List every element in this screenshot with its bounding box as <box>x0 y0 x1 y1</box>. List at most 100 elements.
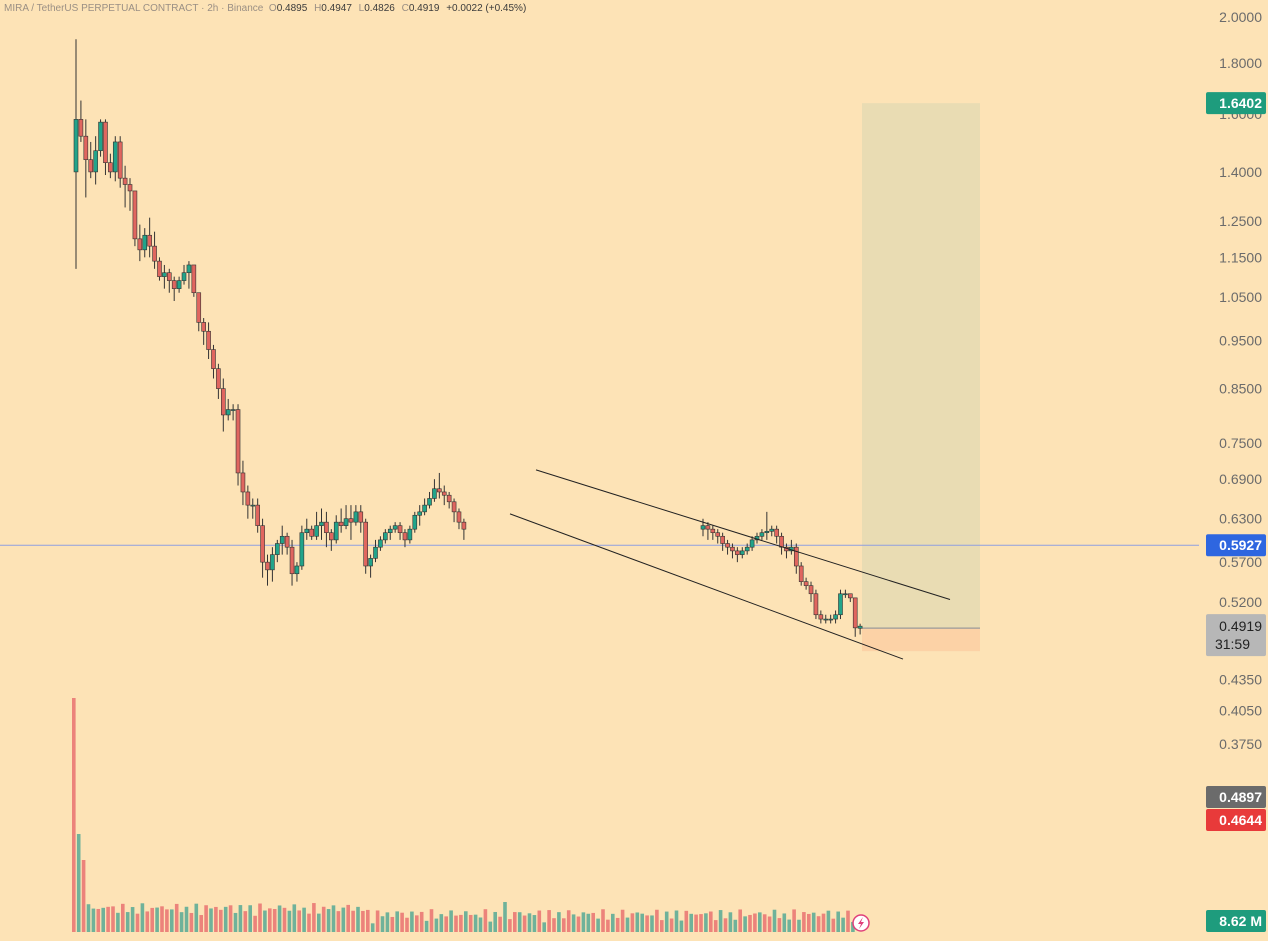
volume-bar <box>317 913 321 932</box>
candle <box>240 460 246 506</box>
candle-body <box>808 585 814 595</box>
candle <box>397 522 403 540</box>
volume-bar <box>513 912 517 932</box>
candle <box>353 505 359 526</box>
candle <box>764 511 770 540</box>
candle-body <box>725 543 730 548</box>
volume-bar <box>841 917 845 932</box>
trend-channel-layer[interactable] <box>509 469 951 660</box>
candle <box>422 498 427 516</box>
candle-body <box>852 597 858 629</box>
volume-bar <box>439 914 444 932</box>
current-price-tag: 0.4919 <box>1219 618 1262 634</box>
candle <box>250 498 256 519</box>
candle <box>206 322 211 359</box>
candle-body <box>88 159 94 173</box>
y-tick-label: 1.1500 <box>1219 249 1262 265</box>
candle <box>441 485 447 506</box>
volume-bar <box>194 903 199 932</box>
candle-body <box>329 532 334 541</box>
candle <box>378 536 383 551</box>
candle-body <box>186 264 192 274</box>
y-tick-label: 0.5700 <box>1219 554 1262 570</box>
candle-body <box>735 550 740 555</box>
volume-bar <box>449 910 453 932</box>
candle <box>358 505 364 533</box>
candle-body <box>98 121 103 152</box>
volume-bar <box>674 910 679 932</box>
candle-body <box>299 532 305 567</box>
volume-bar <box>454 915 458 932</box>
candle <box>162 264 167 289</box>
volume-bar <box>620 909 625 932</box>
volume-bar <box>72 698 76 932</box>
lightning-icon-bolt <box>858 917 864 929</box>
candle <box>88 141 94 179</box>
symbol-title[interactable]: MIRA / TetherUS PERPETUAL CONTRACT · 2h … <box>4 3 264 14</box>
candle-body <box>378 539 383 548</box>
volume-bar <box>601 909 605 932</box>
volume-bar <box>728 912 733 932</box>
candle-body <box>83 135 89 160</box>
volume-bar <box>576 916 581 932</box>
candle <box>260 518 265 578</box>
candle-body <box>108 162 113 173</box>
low-value: 0.4826 <box>364 3 395 14</box>
volume-bar <box>111 906 115 932</box>
candle-body <box>137 238 143 251</box>
candle <box>304 518 310 540</box>
candle-body <box>838 593 843 616</box>
volume-bar <box>836 911 840 932</box>
candle-body <box>309 528 314 537</box>
volume-bar <box>243 911 248 932</box>
candle-body <box>265 561 270 571</box>
candle <box>793 543 799 574</box>
candle <box>78 100 84 142</box>
candle <box>739 547 745 559</box>
volume-bar <box>125 912 130 932</box>
volume-bar <box>459 914 463 932</box>
candle <box>838 589 843 620</box>
target-zone <box>862 103 980 629</box>
entry-price-tag-bg <box>1206 786 1266 808</box>
candle <box>730 543 735 559</box>
candle <box>275 539 280 563</box>
volume-bar <box>121 903 125 932</box>
channel-upper-line <box>535 469 951 601</box>
candle-body <box>818 614 824 620</box>
volume-bar <box>566 910 571 932</box>
volume-bar <box>356 906 360 932</box>
candle-body <box>294 565 300 575</box>
candle-body <box>793 546 799 567</box>
candle <box>446 491 452 509</box>
candle-body <box>456 511 462 523</box>
change-value: +0.0022 (+0.45%) <box>446 3 527 14</box>
volume-bar <box>297 910 301 932</box>
volume-bar <box>596 918 600 932</box>
volume-bar <box>655 909 659 932</box>
candle <box>333 515 339 544</box>
candle-body <box>715 532 721 537</box>
candle-body <box>402 532 408 541</box>
candle-body <box>823 618 829 621</box>
volume-bar <box>336 911 341 932</box>
volume-bar <box>699 914 703 932</box>
volume-tag: 8.62 M <box>1219 913 1262 929</box>
candle <box>176 276 182 293</box>
candle-body <box>171 280 177 289</box>
candle <box>813 589 819 620</box>
candle <box>789 539 794 555</box>
candle <box>828 614 833 624</box>
candle-body <box>779 535 784 548</box>
volume-bar <box>361 910 365 932</box>
candle <box>171 276 177 302</box>
level-price-tag: 0.5927 <box>1219 537 1262 553</box>
candle <box>221 378 226 432</box>
candle <box>211 344 216 379</box>
candle <box>363 518 368 574</box>
volume-bar <box>723 918 728 932</box>
candle <box>759 529 765 540</box>
volume-bar <box>753 913 757 932</box>
candle-body <box>427 498 432 506</box>
